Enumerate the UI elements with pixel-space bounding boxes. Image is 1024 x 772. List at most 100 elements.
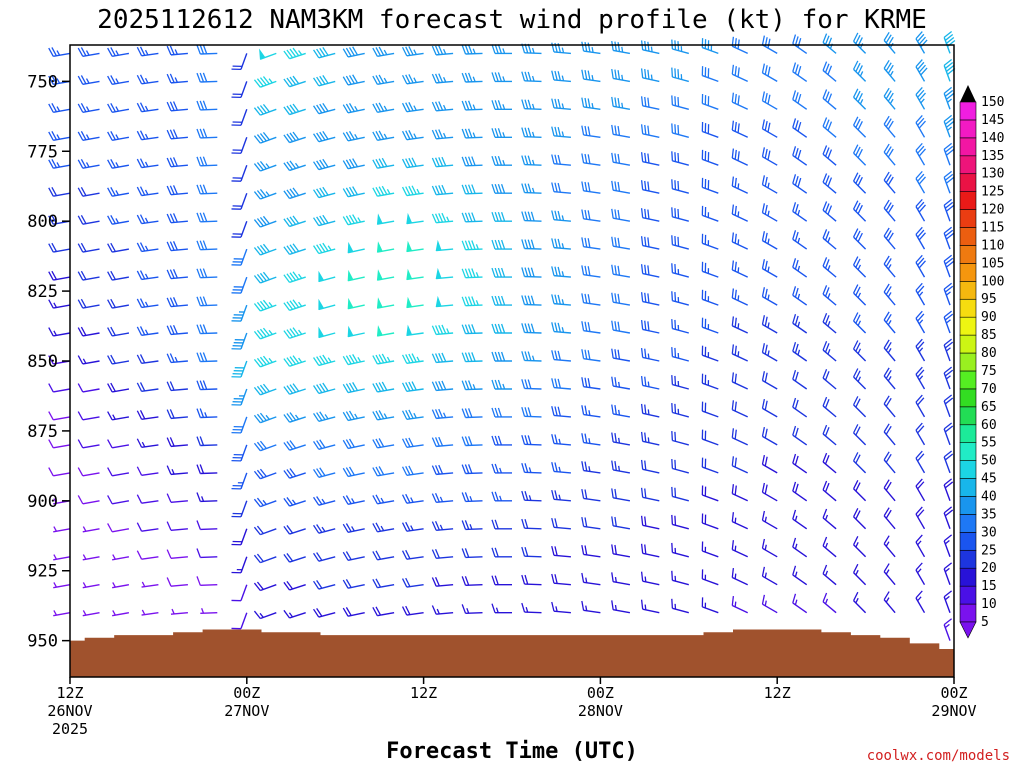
wind-barb: [822, 33, 837, 54]
wind-barb: [611, 348, 631, 362]
wind-barb: [318, 326, 336, 339]
wind-barb: [136, 130, 159, 141]
wind-barb: [671, 123, 689, 138]
wind-barb: [521, 211, 542, 222]
colorbar-top-arrow: [960, 85, 976, 102]
wind-barb: [640, 599, 660, 614]
wind-barb: [376, 269, 395, 281]
wind-barb: [883, 227, 896, 250]
wind-barb: [461, 156, 483, 167]
wind-barb: [521, 295, 542, 306]
wind-barb: [611, 376, 631, 390]
wind-barb: [943, 618, 953, 641]
wind-barb: [107, 439, 130, 449]
wind-barb: [581, 461, 601, 474]
wind-barb: [313, 579, 336, 590]
wind-barb: [200, 608, 218, 614]
wind-barb: [491, 379, 512, 390]
wind-barb: [283, 412, 306, 423]
wind-barb: [581, 69, 601, 83]
wind-barb: [401, 465, 424, 476]
wind-barb: [401, 157, 424, 169]
wind-barb: [283, 187, 306, 200]
wind-barb: [166, 185, 188, 196]
wind-barb: [253, 131, 277, 144]
wind-barb: [166, 129, 188, 140]
wind-barb: [491, 603, 512, 614]
wind-barb: [852, 591, 867, 614]
wind-barb: [943, 590, 953, 613]
wind-barb: [77, 75, 100, 86]
wind-barb: [915, 254, 926, 278]
wind-barb: [943, 114, 955, 138]
wind-barb: [77, 411, 100, 421]
wind-barb: [136, 270, 159, 281]
wind-barb: [640, 152, 660, 166]
colorbar-swatch: [959, 298, 977, 318]
x-tick-label: 26NOV: [47, 702, 92, 720]
wind-barb: [731, 176, 748, 194]
wind-barb: [401, 549, 424, 560]
wind-barb: [640, 403, 660, 418]
wind-barb: [671, 402, 689, 418]
wind-barb: [671, 179, 689, 194]
wind-barb: [640, 571, 660, 586]
wind-barb: [318, 298, 336, 311]
wind-barb: [107, 326, 130, 337]
wind-barb: [253, 243, 277, 256]
colorbar-label: 85: [981, 328, 997, 343]
wind-barb: [671, 347, 689, 362]
wind-barb: [283, 525, 306, 535]
wind-barb: [883, 507, 896, 530]
wind-barb: [372, 578, 395, 589]
wind-barb: [283, 609, 306, 619]
wind-barb: [461, 212, 483, 223]
wind-barb: [701, 569, 719, 586]
wind-barb: [701, 373, 719, 390]
wind-barb: [431, 212, 454, 224]
wind-barb: [342, 130, 365, 142]
wind-barb: [461, 240, 483, 251]
wind-barb: [731, 400, 748, 418]
colorbar-label: 65: [981, 400, 997, 415]
wind-barb: [761, 231, 778, 250]
wind-barb: [136, 382, 159, 393]
wind-barb: [136, 410, 159, 420]
wind-barb: [943, 506, 954, 530]
wind-barb: [915, 115, 926, 138]
wind-barb: [196, 408, 218, 419]
wind-barb: [231, 472, 248, 490]
wind-barb: [48, 158, 71, 169]
wind-barb: [731, 344, 748, 362]
wind-barb: [401, 605, 424, 616]
wind-barb: [551, 378, 571, 390]
wind-barb: [883, 283, 896, 306]
wind-barb: [231, 444, 248, 462]
wind-barb: [521, 155, 542, 166]
wind-barb: [731, 316, 748, 334]
wind-barb: [48, 299, 71, 309]
colorbar-swatch: [959, 549, 977, 569]
wind-barb: [372, 606, 395, 617]
wind-barb: [915, 59, 928, 82]
wind-barb: [731, 568, 748, 586]
wind-barb: [551, 434, 571, 446]
wind-barb: [640, 236, 660, 250]
wind-barb: [313, 158, 336, 171]
wind-barb: [915, 310, 926, 334]
y-tick-label: 950: [27, 632, 58, 652]
wind-barb: [640, 264, 660, 278]
wind-barb: [943, 310, 954, 334]
colorbar-swatch: [959, 567, 977, 587]
wind-barb: [376, 213, 395, 225]
wind-barb: [347, 241, 365, 254]
wind-barb: [521, 183, 542, 194]
wind-barb: [915, 478, 926, 502]
wind-barb: [792, 286, 808, 306]
wind-barb: [792, 90, 808, 110]
wind-barb: [581, 600, 601, 614]
colorbar-label: 35: [981, 507, 997, 522]
wind-barb: [77, 186, 100, 197]
wind-barb: [640, 515, 660, 530]
wind-barb: [313, 102, 336, 115]
